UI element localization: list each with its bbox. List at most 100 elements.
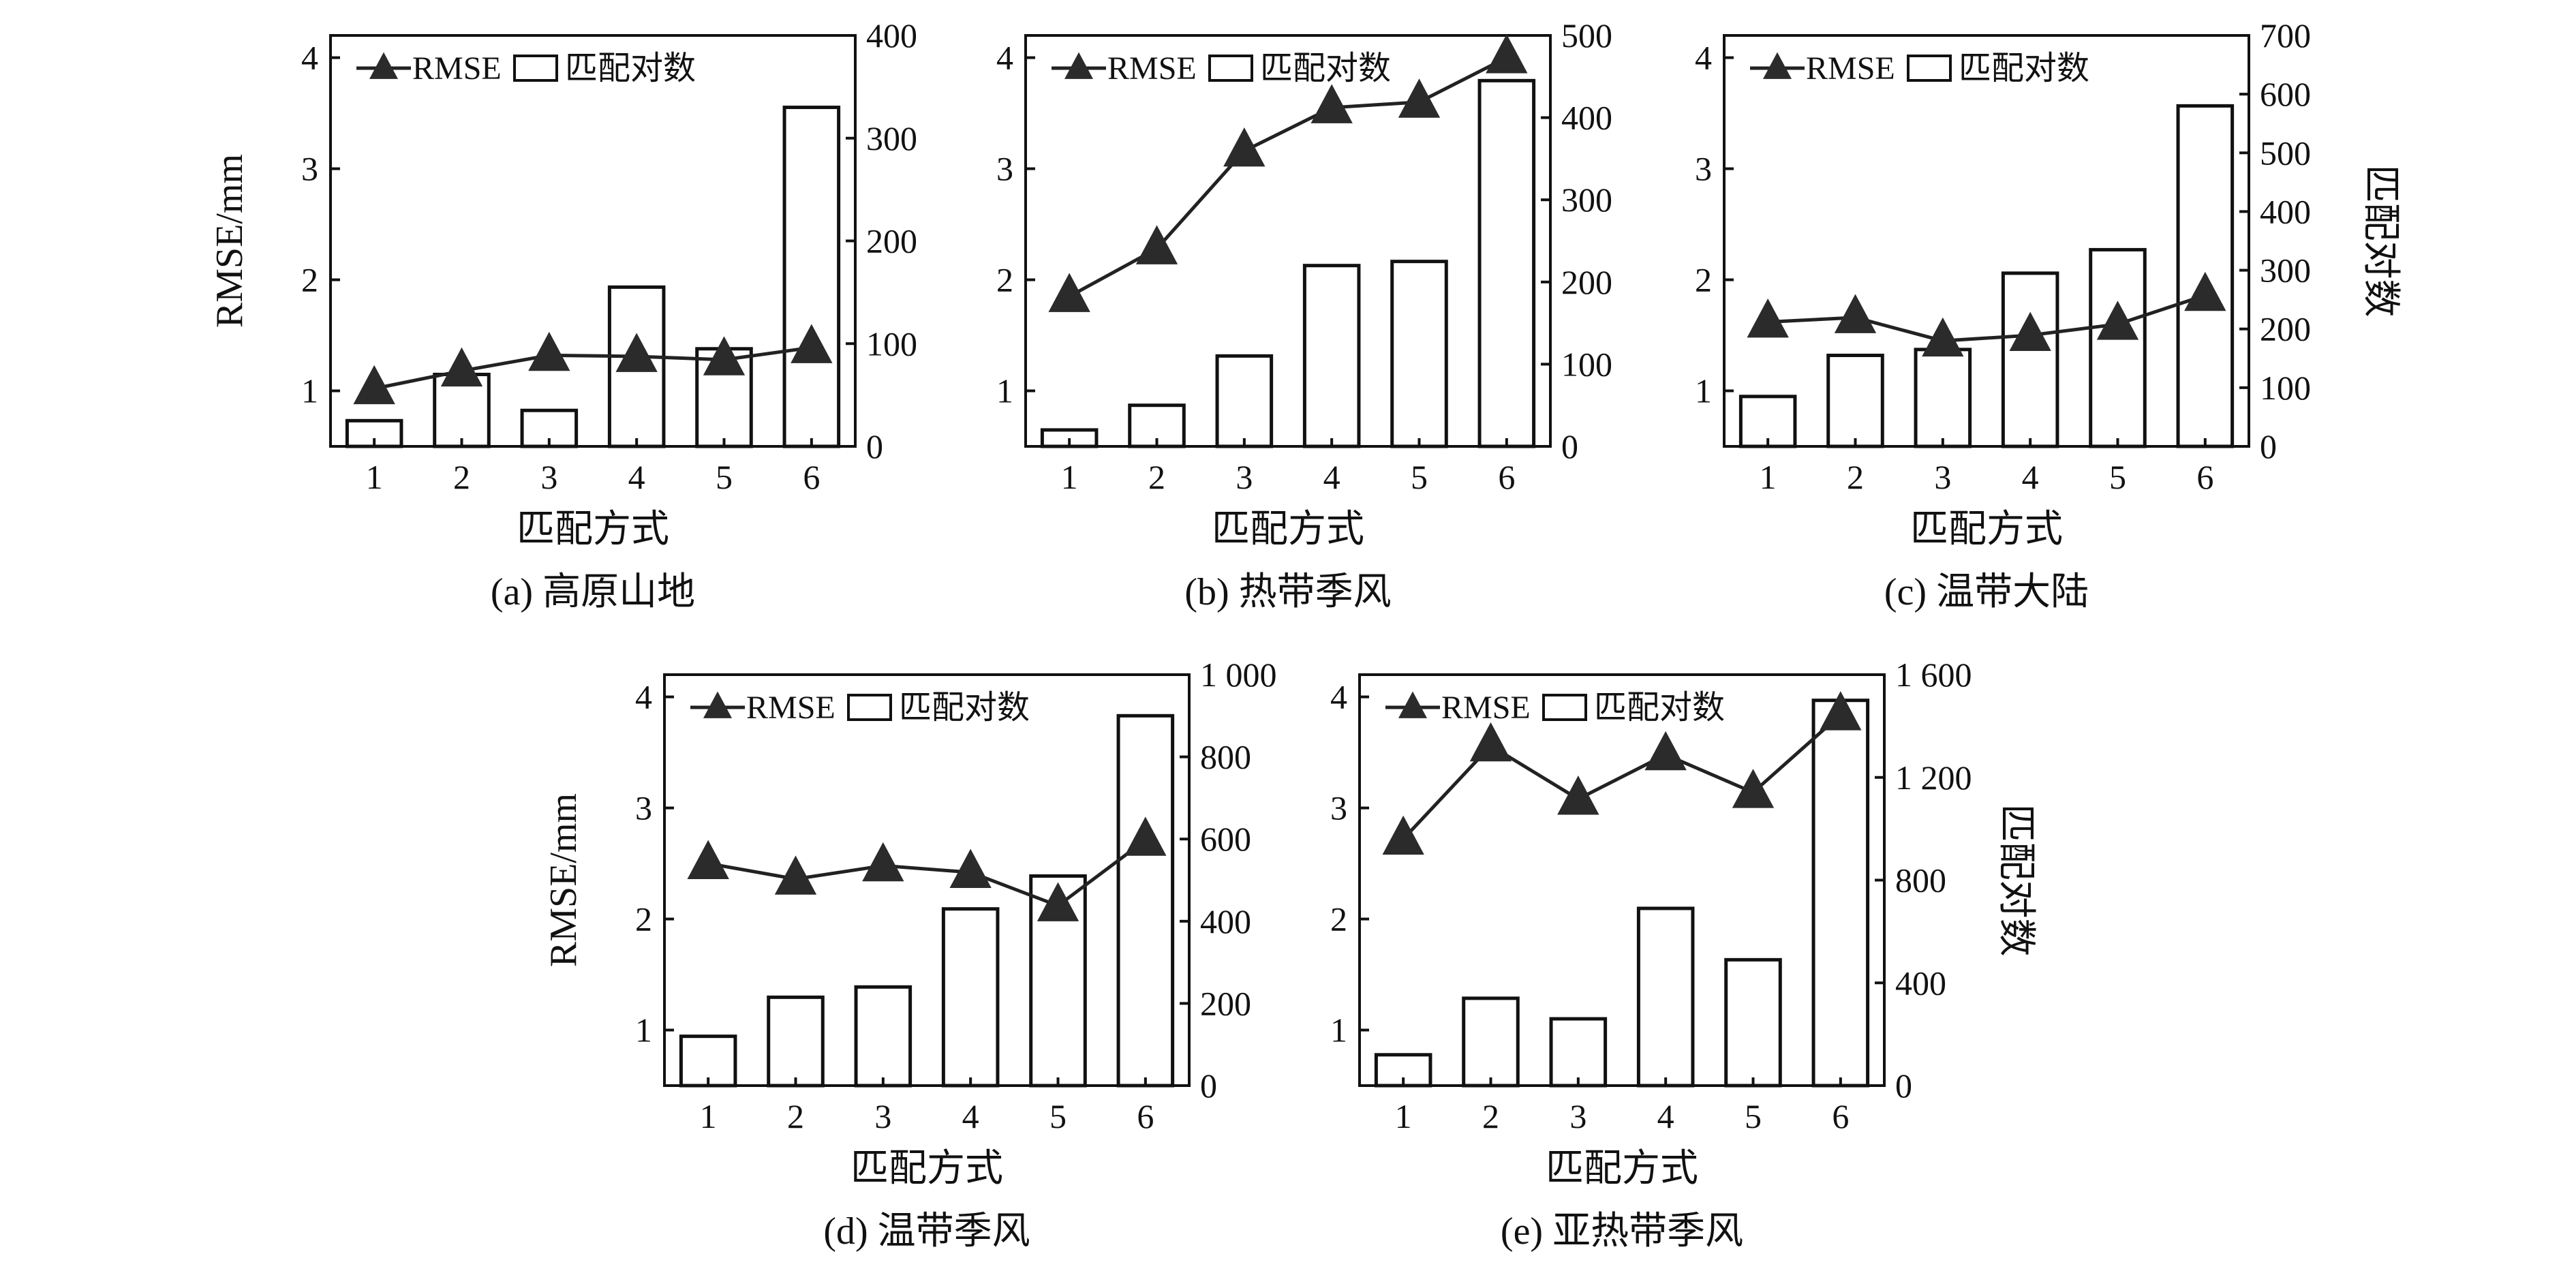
x-tick-label: 2 <box>1148 458 1165 496</box>
y-left-tick-label: 4 <box>301 39 318 77</box>
rmse-marker <box>1644 731 1687 771</box>
y-left-tick-label: 1 <box>996 372 1013 410</box>
legend-rmse-label: RMSE <box>1107 50 1197 87</box>
rmse-marker <box>1135 225 1178 264</box>
bar-2 <box>1826 353 1884 448</box>
rmse-marker <box>615 333 658 372</box>
legend-pairs-label: 匹配对数 <box>1959 50 2089 87</box>
y-right-tick-label: 1 200 <box>1895 758 1972 797</box>
x-tick-label: 4 <box>1657 1097 1674 1135</box>
y-left-tick-label: 4 <box>635 678 652 716</box>
y-right-tick-label: 500 <box>2260 134 2311 172</box>
x-tick-label: 5 <box>716 458 733 496</box>
x-tick-label: 6 <box>803 458 820 496</box>
y-right-tick-label: 500 <box>1561 16 1612 55</box>
y-right-tick-label: 400 <box>1895 964 1946 1002</box>
y-right-tick-label: 400 <box>2260 192 2311 230</box>
y-right-tick-label: 0 <box>866 427 883 465</box>
x-tick-label: 6 <box>1832 1097 1849 1135</box>
bar-3 <box>1215 354 1274 448</box>
x-axis-title: 匹配方式 <box>517 508 669 551</box>
x-tick-label: 4 <box>962 1097 979 1135</box>
legend-rmse-label: RMSE <box>412 50 502 87</box>
legend-pairs-label: 匹配对数 <box>899 690 1030 726</box>
rmse-marker <box>791 324 833 363</box>
bar-4 <box>2001 271 2059 448</box>
rmse-marker <box>1223 127 1266 167</box>
x-tick-label: 5 <box>1745 1097 1762 1135</box>
rmse-marker <box>774 855 817 895</box>
y-right-tick-label: 1 600 <box>1895 656 1972 694</box>
rmse-marker <box>1398 78 1441 118</box>
y-left-tick-label: 2 <box>996 261 1013 299</box>
bar-5 <box>1724 957 1782 1088</box>
rmse-marker <box>2009 311 2051 351</box>
legend-rmse-label: RMSE <box>1806 50 1895 87</box>
y-right-tick-label: 300 <box>866 119 917 157</box>
rmse-marker <box>1382 815 1424 855</box>
y-right-tick-label: 600 <box>1200 820 1251 858</box>
legend-bar-swatch <box>513 55 558 82</box>
x-tick-label: 2 <box>1847 458 1864 496</box>
x-tick-label: 1 <box>1061 458 1078 496</box>
y-left-axis-title: RMSE/mm <box>542 793 585 967</box>
bar-3 <box>1549 1017 1608 1088</box>
bar-4 <box>1302 264 1361 448</box>
y-left-tick-label: 2 <box>301 261 318 299</box>
panel-caption: (c) 温带大陆 <box>1884 571 2089 613</box>
rmse-marker <box>1048 273 1090 312</box>
rmse-marker <box>1922 317 1964 357</box>
panel-caption: (a) 高原山地 <box>491 571 695 613</box>
y-right-tick-label: 100 <box>866 324 917 363</box>
x-tick-label: 5 <box>2109 458 2126 496</box>
plot-frame <box>1358 673 1886 1087</box>
x-tick-label: 1 <box>1760 458 1777 496</box>
x-tick-label: 4 <box>1323 458 1340 496</box>
rmse-marker <box>1124 816 1167 856</box>
legend-bar-swatch <box>1208 55 1253 82</box>
y-right-tick-label: 400 <box>1561 99 1612 137</box>
bar-5 <box>1390 260 1448 448</box>
x-tick-label: 3 <box>1236 458 1253 496</box>
x-axis-title: 匹配方式 <box>1546 1148 1698 1190</box>
x-tick-label: 3 <box>874 1097 891 1135</box>
y-left-tick-label: 3 <box>301 150 318 188</box>
y-left-tick-label: 3 <box>996 150 1013 188</box>
bar-4 <box>1636 906 1695 1088</box>
rmse-marker <box>1732 769 1775 808</box>
y-right-axis-title: 匹配对数 <box>2359 165 2402 318</box>
y-right-tick-label: 100 <box>1561 345 1612 383</box>
bar-2 <box>767 995 825 1088</box>
rmse-line <box>1402 713 1842 840</box>
rmse-marker <box>2096 301 2139 340</box>
rmse-marker <box>949 848 992 889</box>
plot-frame <box>1024 34 1552 448</box>
y-right-tick-label: 200 <box>1561 263 1612 301</box>
y-left-tick-label: 4 <box>1330 678 1347 716</box>
legend-pairs-label: 匹配对数 <box>1594 690 1725 726</box>
y-right-tick-label: 0 <box>1895 1067 1912 1105</box>
bar-6 <box>1116 714 1175 1088</box>
y-right-tick-label: 0 <box>1200 1067 1217 1105</box>
y-right-tick-label: 400 <box>1200 902 1251 940</box>
rmse-marker <box>1820 691 1862 731</box>
panel-caption: (e) 亚热带季风 <box>1501 1210 1743 1253</box>
plot-frame <box>329 34 857 448</box>
y-right-tick-label: 100 <box>2260 369 2311 407</box>
y-right-tick-label: 800 <box>1895 861 1946 900</box>
legend-rmse-label: RMSE <box>746 690 835 726</box>
rmse-marker <box>1557 776 1599 815</box>
y-left-tick-label: 4 <box>996 39 1013 77</box>
bar-6 <box>1811 699 1870 1088</box>
bar-3 <box>1914 348 1972 448</box>
rmse-line <box>707 838 1147 908</box>
x-tick-label: 6 <box>2196 458 2213 496</box>
rmse-marker <box>353 365 395 405</box>
y-left-tick-label: 2 <box>1330 900 1347 938</box>
y-left-axis-title: RMSE/mm <box>209 154 251 328</box>
rmse-line <box>373 346 812 390</box>
rmse-marker <box>528 331 570 371</box>
x-tick-label: 6 <box>1137 1097 1154 1135</box>
